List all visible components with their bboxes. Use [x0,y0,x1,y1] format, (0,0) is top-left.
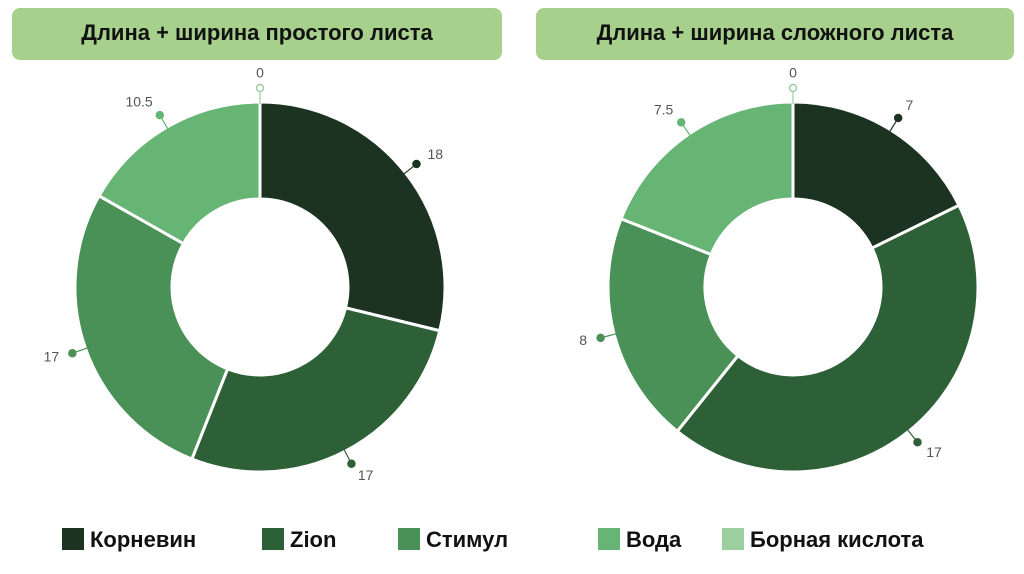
legend-label: Стимул [426,527,508,552]
label-dot [893,113,903,123]
chart-title: Длина + ширина сложного листа [597,20,955,45]
label-dot [913,437,922,447]
label-dot [596,333,605,343]
legend-label: Борная кислота [750,527,924,552]
slice [606,216,741,434]
slice [96,100,262,246]
data-label: 8 [579,332,587,348]
data-label: 0 [789,65,797,81]
data-label: 0 [256,65,264,81]
label-dot [412,159,421,169]
slice [619,100,795,257]
legend-swatch [62,528,84,550]
data-label: 7 [906,97,914,113]
title-box [12,8,502,60]
label-dot [68,348,77,358]
data-label: 7.5 [654,101,674,117]
label-dot [788,83,798,93]
legend-swatch [598,528,620,550]
data-label: 17 [358,467,374,483]
data-label: 17 [44,349,60,365]
legend-swatch [398,528,420,550]
slice [73,193,230,461]
slice [675,203,980,474]
slice [189,306,442,474]
data-label: 17 [926,444,942,460]
data-label: 18 [427,146,443,162]
slice [258,100,447,333]
slice [791,100,961,251]
legend-label: Корневин [90,527,196,552]
legend-label: Вода [626,527,682,552]
label-dot [347,459,356,468]
label-dot [676,118,686,127]
legend-label: Zion [290,527,336,552]
legend-swatch [722,528,744,550]
chart-title: Длина + ширина простого листа [81,20,433,45]
title-box [536,8,1014,60]
legend-swatch [262,528,284,550]
label-dot [155,110,165,120]
data-label: 10.5 [125,94,152,110]
label-dot [255,83,265,93]
